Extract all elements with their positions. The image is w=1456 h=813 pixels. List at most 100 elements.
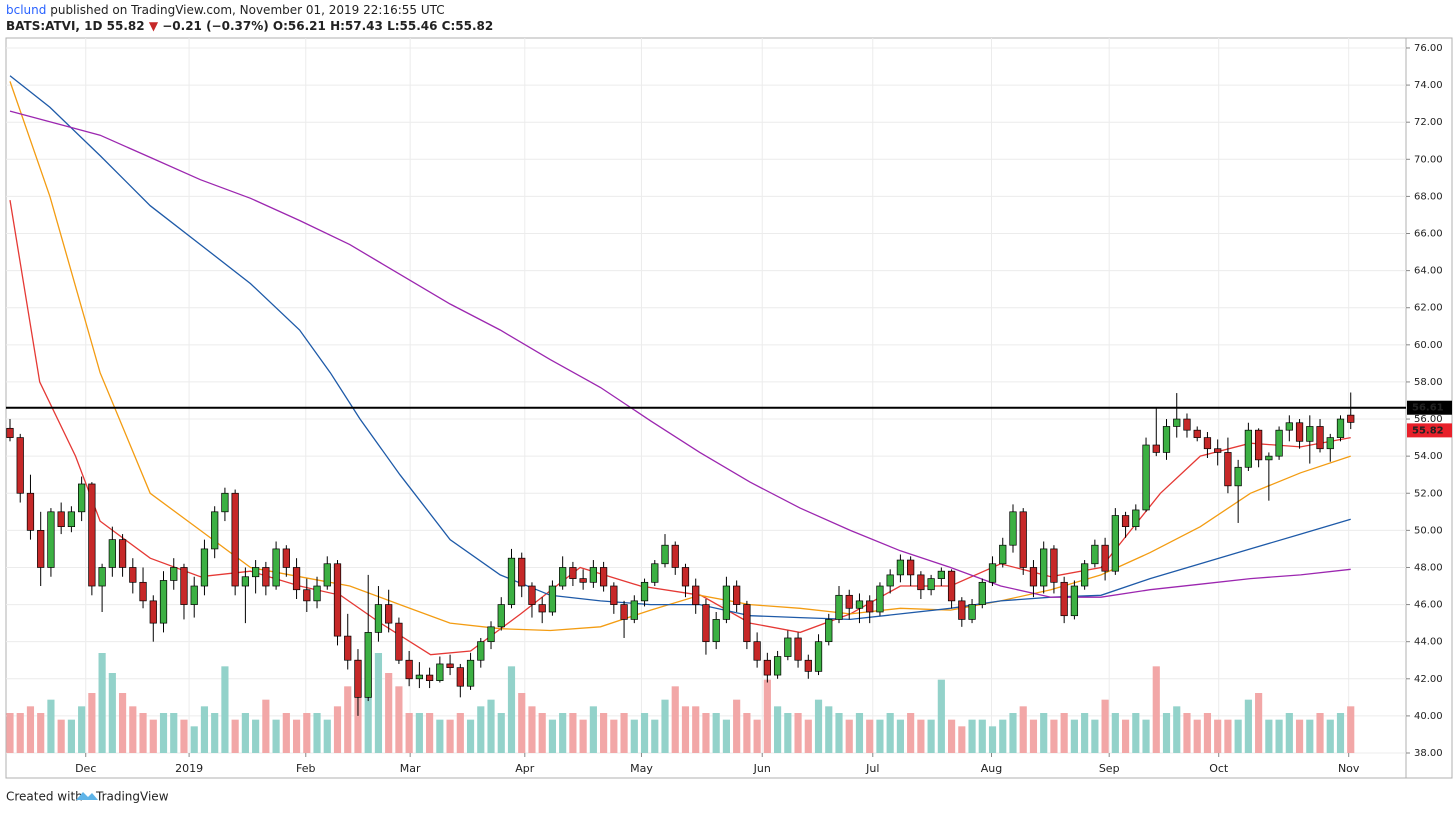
volume-bar — [774, 706, 782, 753]
arrow: ▼ — [149, 19, 159, 33]
volume-bar — [1009, 713, 1017, 753]
footer-text: Created with — [6, 790, 83, 804]
volume-bar — [313, 713, 321, 753]
candle-body — [272, 548, 280, 587]
candle-body — [251, 567, 260, 578]
logo — [76, 792, 98, 800]
volume-bar — [958, 726, 966, 753]
volume-bar — [712, 713, 720, 753]
volume-bar — [466, 719, 475, 753]
volume-bar — [569, 713, 577, 753]
candle-body — [1193, 429, 1201, 438]
candle-body — [221, 492, 229, 513]
candle-body — [446, 663, 454, 669]
candle-body — [1234, 466, 1242, 487]
volume-bar — [1214, 719, 1222, 753]
volume-bar — [1132, 713, 1140, 753]
volume-bar — [978, 719, 986, 753]
volume-bar — [518, 693, 526, 753]
candle-body — [825, 619, 833, 643]
candle-body — [1285, 422, 1293, 431]
volume-bar — [139, 713, 147, 753]
volume-bar — [1224, 719, 1232, 753]
candle-body — [886, 574, 894, 587]
candle-body — [364, 632, 372, 698]
volume-bar — [845, 719, 853, 753]
candle-body — [1316, 426, 1324, 450]
volume-bar — [129, 706, 137, 753]
x-tick-label: Feb — [296, 762, 315, 775]
candle-body — [78, 483, 86, 513]
candle-body — [804, 659, 812, 672]
close: C:55.82 — [442, 19, 494, 33]
candle-body — [702, 604, 710, 643]
candle-body — [763, 659, 771, 676]
candle-body — [507, 557, 516, 605]
volume-bar — [426, 713, 434, 753]
candle-body — [651, 563, 659, 583]
candle-body — [548, 585, 557, 613]
candle-body — [26, 492, 35, 531]
candle-body — [794, 637, 802, 661]
candle-body — [211, 511, 219, 550]
x-tick-label: 2019 — [175, 762, 203, 775]
candle-body — [303, 589, 311, 602]
candle-body — [814, 641, 823, 672]
brand[interactable]: TradingView — [95, 790, 169, 804]
candle-body — [16, 437, 24, 494]
candle-body — [1214, 448, 1222, 453]
volume-bar — [344, 686, 352, 753]
y-tick-label: 56.00 — [1414, 414, 1443, 425]
candle-body — [313, 585, 321, 602]
volume-bar — [579, 719, 587, 753]
candle-body — [47, 511, 55, 568]
volume-bar — [333, 706, 342, 753]
candle-body — [528, 585, 536, 605]
volume-bar — [702, 713, 710, 753]
volume-bar — [415, 713, 423, 753]
candle-body — [1101, 544, 1109, 572]
last-price-label: 55.82 — [1412, 425, 1444, 436]
candle-body — [947, 570, 956, 602]
volume-bar — [1029, 719, 1038, 753]
volume-bar — [886, 713, 894, 753]
candle-body — [231, 492, 239, 587]
volume-bar — [589, 706, 597, 753]
candle-body — [1060, 581, 1068, 617]
candle-body — [1224, 452, 1232, 487]
volume-bar — [252, 719, 260, 753]
volume-bar — [385, 673, 393, 753]
candle-body — [497, 604, 505, 628]
high: H:57.43 — [330, 19, 383, 33]
candle-body — [129, 567, 137, 583]
candle-body — [896, 559, 905, 576]
candle-body — [1183, 418, 1191, 431]
published: published on TradingView.com, November 0… — [50, 3, 444, 17]
volume-bar — [651, 719, 659, 753]
volume-bar — [876, 719, 884, 753]
candle-body — [180, 567, 188, 605]
volume-bar — [937, 679, 945, 753]
volume-bar — [118, 693, 127, 753]
candle-body — [1029, 567, 1038, 587]
candle-body — [170, 567, 178, 581]
volume-bar — [374, 653, 383, 753]
candle-body — [1203, 437, 1212, 450]
volume-bar — [200, 706, 209, 753]
candle-body — [538, 604, 546, 613]
volume-bar — [630, 719, 638, 753]
candle-body — [139, 581, 147, 602]
volume-bar — [743, 713, 751, 753]
candle-body — [681, 567, 690, 587]
candle-body — [988, 563, 997, 583]
volume-bar — [98, 653, 106, 753]
y-tick-label: 46.00 — [1414, 600, 1443, 611]
volume-bar — [1183, 713, 1191, 753]
candle-body — [559, 567, 567, 587]
volume-bar — [57, 719, 65, 753]
candle-body — [1040, 548, 1048, 587]
volume-bar — [1203, 713, 1212, 753]
x-tick-label: Mar — [400, 762, 421, 775]
candle-body — [927, 578, 935, 591]
author[interactable]: bclund — [6, 3, 46, 17]
